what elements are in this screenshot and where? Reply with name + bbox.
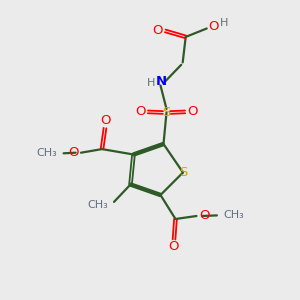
Text: CH₃: CH₃	[88, 200, 109, 211]
Text: S: S	[179, 166, 187, 179]
Text: H: H	[220, 17, 228, 28]
Text: CH₃: CH₃	[37, 148, 58, 158]
Text: O: O	[168, 240, 179, 254]
Text: O: O	[68, 146, 79, 159]
Text: S: S	[162, 106, 171, 119]
Text: H: H	[147, 77, 156, 88]
Text: O: O	[135, 105, 146, 118]
Text: O: O	[199, 208, 209, 222]
Text: O: O	[187, 105, 198, 118]
Text: O: O	[100, 114, 111, 127]
Text: CH₃: CH₃	[224, 210, 244, 220]
Text: O: O	[152, 23, 163, 37]
Text: O: O	[208, 20, 218, 34]
Text: N: N	[156, 75, 167, 88]
